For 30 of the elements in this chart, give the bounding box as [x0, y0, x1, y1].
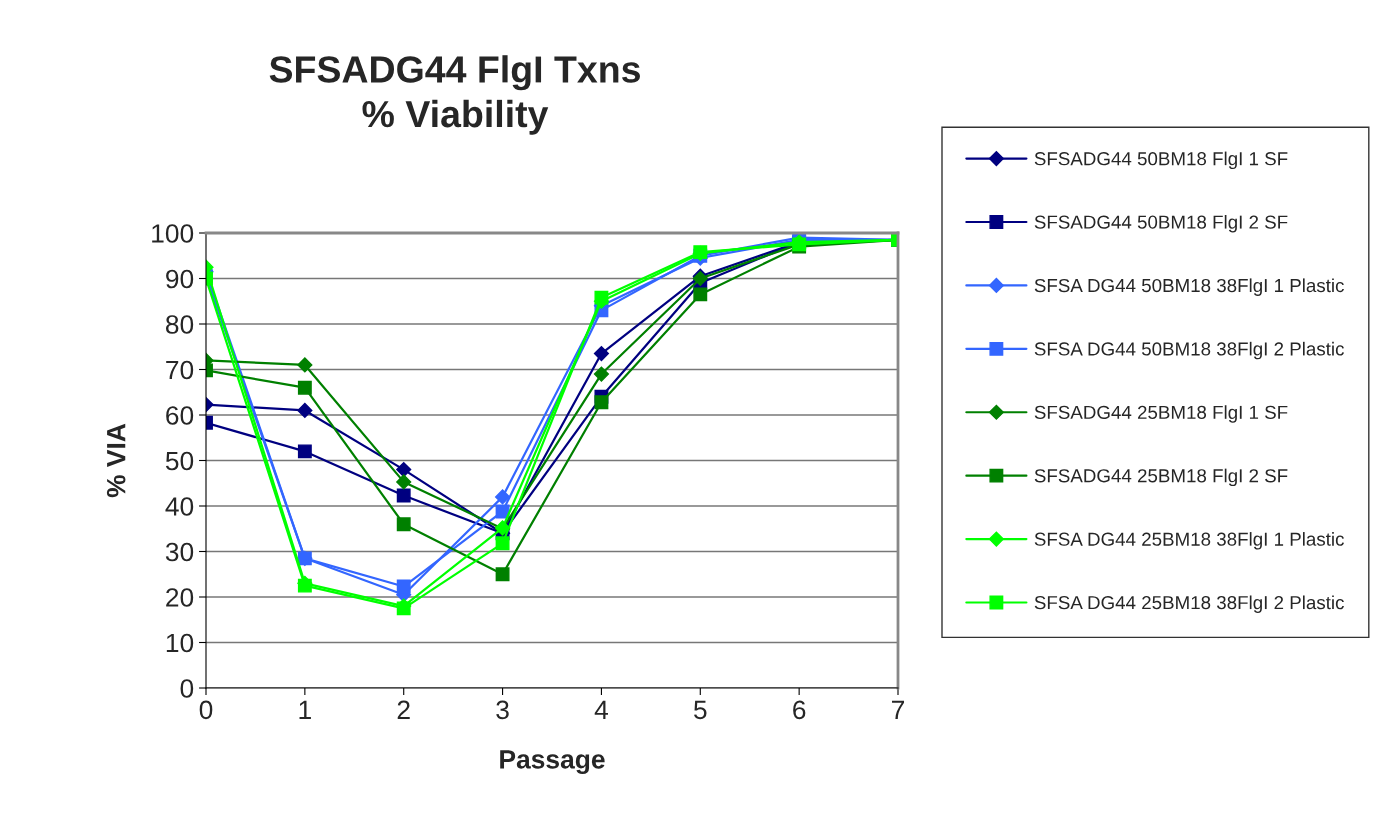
- y-tick-label: 80: [165, 315, 194, 334]
- y-tick-label: 60: [166, 406, 194, 425]
- x-tick-label: 5: [694, 700, 707, 720]
- y-tick-label: 50: [165, 451, 194, 471]
- y-tick-label: 100: [152, 224, 194, 243]
- y-tick-label: 70: [166, 360, 194, 380]
- x-axis-title: Passage: [500, 750, 605, 774]
- chart-title: SFSADG44 FlgI Txns % Viability: [269, 55, 640, 135]
- y-axis-title: % VIA: [106, 423, 126, 498]
- y-tick-label: 20: [166, 588, 194, 607]
- x-tick-label: 1: [299, 700, 311, 719]
- legend-label: SFSA DG44 25BM18 38FlgI 1 Plastic: [1034, 532, 1344, 550]
- y-tick-label: 10: [166, 633, 194, 653]
- legend-label: SFSA DG44 50BM18 38FlgI 1 Plastic: [1034, 278, 1344, 296]
- x-tick-label: 0: [199, 700, 213, 720]
- legend-label: SFSA DG44 50BM18 38FlgI 2 Plastic: [1034, 341, 1344, 360]
- x-tick-label: 3: [496, 700, 509, 720]
- x-tick-label: 4: [594, 700, 608, 719]
- y-tick-label: 90: [166, 269, 194, 289]
- y-tick-label: 40: [165, 497, 194, 516]
- x-tick-label: 6: [793, 700, 806, 720]
- legend-label: SFSADG44 25BM18 FlgI 2 SF: [1034, 468, 1288, 487]
- legend-label: SFSA DG44 25BM18 38FlgI 2 Plastic: [1034, 595, 1344, 613]
- x-tick-label: 7: [892, 700, 905, 719]
- y-tick-label: 30: [165, 542, 194, 562]
- x-tick-label: 2: [397, 700, 410, 719]
- legend-label: SFSADG44 50BM18 FlgI 2 SF: [1034, 214, 1288, 233]
- y-tick-label: 0: [180, 679, 194, 698]
- legend-label: SFSADG44 50BM18 FlgI 1 SF: [1034, 151, 1288, 170]
- legend-label: SFSADG44 25BM18 FlgI 1 SF: [1034, 405, 1288, 423]
